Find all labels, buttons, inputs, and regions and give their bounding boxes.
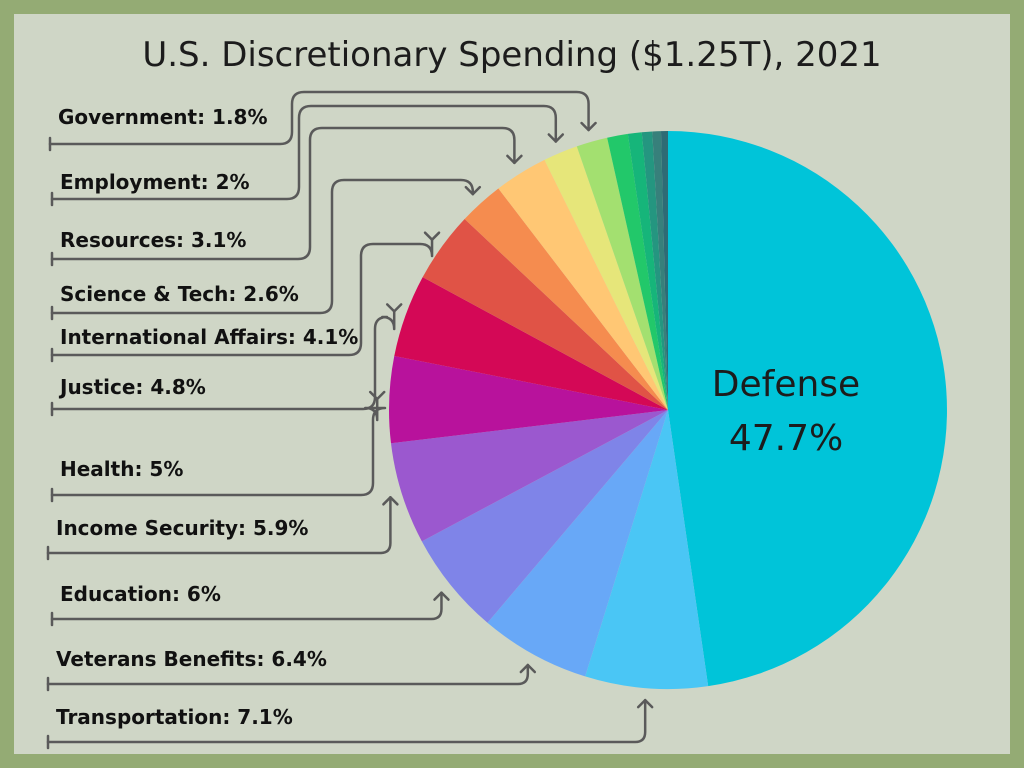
- label-science-and-tech: Science & Tech: 2.6%: [60, 282, 299, 306]
- leader-lines: [46, 90, 654, 750]
- leader-government: [48, 90, 590, 146]
- arrowhead-employment: [547, 133, 565, 143]
- slice-veterans-benefits: [487, 410, 668, 677]
- label-income-security: Income Security: 5.9%: [56, 516, 308, 540]
- arrowhead-international-affairs: [423, 231, 441, 241]
- slice-government: [576, 137, 668, 410]
- label-veterans-benefits: Veterans Benefits: 6.4%: [56, 647, 327, 671]
- label-government: Government: 1.8%: [58, 105, 268, 129]
- defense-name-label: Defense: [712, 364, 860, 405]
- slice-defense: [668, 131, 947, 687]
- pie-slices: [389, 131, 947, 689]
- slice-unlabeled-13: [627, 132, 668, 410]
- slice-science-and-tech: [464, 188, 668, 410]
- label-international-affairs: International Affairs: 4.1%: [60, 325, 358, 349]
- slice-employment: [544, 146, 668, 410]
- arrowhead-justice: [385, 303, 403, 313]
- slice-international-affairs: [422, 219, 668, 410]
- leader-international-affairs: [50, 238, 434, 357]
- arrowhead-health: [368, 390, 386, 401]
- arrowhead-science-and-tech: [464, 185, 482, 196]
- slice-transportation: [585, 410, 709, 689]
- slice-health: [389, 356, 668, 444]
- label-education: Education: 6%: [60, 582, 221, 606]
- arrowhead-transportation: [636, 698, 654, 709]
- slice-unlabeled-16: [660, 131, 668, 410]
- leader-justice: [50, 310, 396, 411]
- label-resources: Resources: 3.1%: [60, 228, 246, 252]
- label-justice: Justice: 4.8%: [58, 375, 206, 399]
- slice-unlabeled-12: [607, 133, 668, 410]
- slice-resources: [498, 159, 668, 410]
- label-employment: Employment: 2%: [60, 170, 250, 194]
- chart-title: U.S. Discretionary Spending ($1.25T), 20…: [142, 35, 881, 75]
- leader-science-and-tech: [50, 178, 475, 315]
- leader-education: [50, 591, 443, 621]
- pie-chart: U.S. Discretionary Spending ($1.25T), 20…: [46, 35, 947, 750]
- arrowhead-government: [580, 121, 597, 132]
- slice-income-security: [390, 410, 668, 542]
- label-health: Health: 5%: [60, 457, 183, 481]
- defense-value-label: 47.7%: [729, 418, 843, 459]
- leader-resources: [50, 126, 516, 261]
- slice-labels: Government: 1.8% Employment: 2% Resources:…: [56, 105, 358, 729]
- leader-transportation: [46, 698, 647, 744]
- leader-veterans-benefits: [46, 663, 530, 686]
- slice-education: [421, 410, 668, 623]
- arrowhead-education: [433, 591, 450, 601]
- chart-frame: U.S. Discretionary Spending ($1.25T), 20…: [14, 14, 1010, 754]
- arrowhead-veterans-benefits: [519, 663, 537, 674]
- label-transportation: Transportation: 7.1%: [56, 705, 293, 729]
- leader-employment: [50, 104, 558, 201]
- leader-income-security: [46, 496, 392, 555]
- slice-unlabeled-15: [652, 131, 668, 410]
- arrowhead-resources: [506, 154, 523, 165]
- slice-unlabeled-14: [641, 131, 668, 410]
- leader-health: [50, 397, 387, 497]
- arrowhead-income-security: [382, 496, 399, 506]
- slice-justice: [394, 277, 668, 410]
